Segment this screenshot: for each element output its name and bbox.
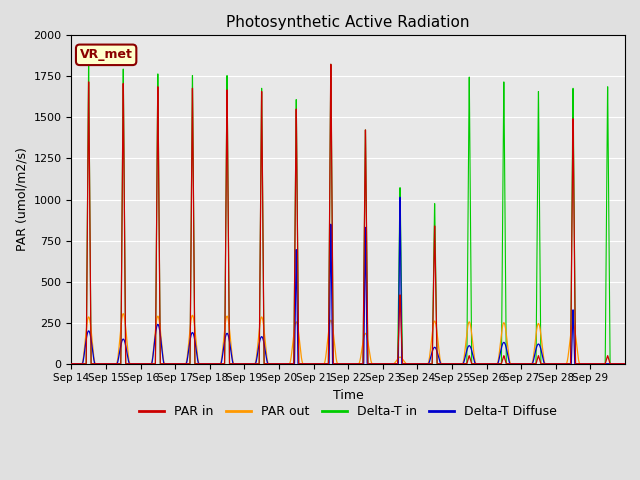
Title: Photosynthetic Active Radiation: Photosynthetic Active Radiation bbox=[227, 15, 470, 30]
Text: VR_met: VR_met bbox=[80, 48, 132, 61]
Y-axis label: PAR (umol/m2/s): PAR (umol/m2/s) bbox=[15, 147, 28, 252]
X-axis label: Time: Time bbox=[333, 389, 364, 402]
Legend: PAR in, PAR out, Delta-T in, Delta-T Diffuse: PAR in, PAR out, Delta-T in, Delta-T Dif… bbox=[134, 400, 563, 423]
